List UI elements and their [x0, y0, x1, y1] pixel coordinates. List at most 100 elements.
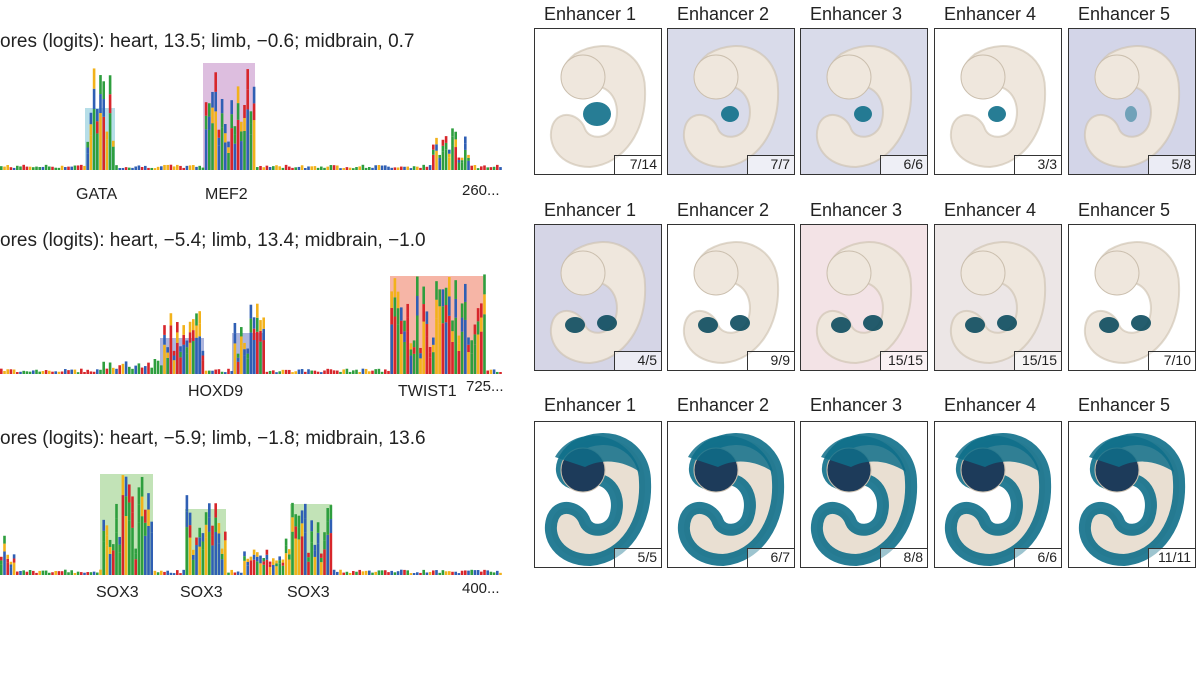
logo-letter-a	[179, 351, 182, 358]
logo-letter-c	[256, 556, 259, 562]
logo-letter-g	[6, 165, 9, 170]
logo-letter-g	[262, 317, 265, 329]
logo-letter-a	[249, 111, 253, 124]
logo-letter-g	[361, 571, 365, 575]
logo-letter-c	[169, 572, 173, 575]
reproducibility-count: 7/10	[1163, 352, 1191, 368]
logo-letter-c	[454, 571, 457, 575]
logo-letter-a	[99, 75, 102, 95]
logo-letter-t	[57, 571, 61, 575]
logo-letter-c	[102, 519, 105, 531]
logo-letter-a	[220, 127, 224, 170]
embryo-head	[560, 250, 606, 296]
logo-letter-a	[377, 368, 381, 374]
logo-letter-a	[57, 167, 61, 170]
logo-letter-a	[137, 522, 141, 575]
logo-letter-c	[220, 98, 224, 114]
logo-letter-a	[441, 570, 445, 575]
count-box	[880, 548, 927, 567]
logo-letter-c	[64, 167, 67, 170]
logo-letter-a	[22, 370, 25, 374]
logo-letter-t	[243, 104, 246, 118]
logo-letter-g	[422, 321, 425, 374]
logo-letter-c	[464, 319, 467, 374]
logo-letter-c	[297, 166, 301, 170]
logo-letter-t	[176, 570, 179, 575]
logo-letter-g	[9, 561, 13, 565]
logo-letter-t	[406, 303, 409, 318]
logo-letter-a	[22, 570, 25, 575]
logo-letter-a	[73, 165, 77, 170]
logo-letter-c	[201, 350, 205, 356]
logo-letter-c	[204, 129, 208, 170]
logo-letter-t	[179, 573, 182, 575]
logo-letter-t	[387, 572, 390, 575]
logo-letter-t	[291, 167, 294, 170]
logo-letter-a	[19, 166, 22, 170]
logo-letter-a	[236, 353, 240, 358]
logo-letter-g	[57, 371, 61, 374]
logo-letter-t	[192, 330, 195, 342]
logo-letter-a	[112, 146, 115, 153]
logo-letter-g	[262, 167, 265, 170]
logo-letter-a	[102, 541, 105, 575]
logo-letter-t	[457, 350, 461, 374]
logo-letter-a	[454, 280, 457, 299]
enhancer-header-1: Enhancer 1	[544, 395, 637, 415]
logo-letter-t	[448, 315, 451, 374]
logo-letter-g	[214, 111, 217, 170]
logo-letter-a	[310, 542, 313, 575]
embryo-drawing	[810, 433, 918, 567]
heart-stain	[583, 102, 611, 126]
logo-letter-t	[224, 531, 227, 541]
logo-letter-c	[12, 167, 16, 170]
logo-letter-t	[217, 129, 221, 138]
logo-letter-g	[272, 558, 275, 562]
logo-letter-c	[214, 531, 217, 575]
logo-letter-t	[499, 372, 502, 374]
logo-letter-t	[51, 371, 54, 374]
logo-letter-t	[460, 570, 464, 575]
logo-letter-a	[316, 167, 320, 170]
reproducibility-count: 15/15	[1021, 352, 1057, 368]
logo-letter-a	[220, 371, 224, 374]
logo-letter-g	[400, 334, 403, 374]
logo-letter-t	[419, 572, 422, 575]
logo-letter-t	[176, 322, 179, 333]
logo-letter-t	[489, 167, 493, 170]
logo-letter-g	[224, 540, 227, 549]
logo-letter-c	[243, 551, 246, 557]
embryo-image-midbrain-enhancer-4: 6/6	[934, 421, 1062, 568]
embryo-drawing	[682, 241, 780, 365]
embryo-image-midbrain-enhancer-5: 11/11	[1068, 421, 1196, 568]
logo-letter-a	[297, 515, 301, 528]
logo-letter-a	[25, 371, 29, 374]
logo-letter-c	[371, 167, 374, 170]
logo-letter-g	[435, 150, 438, 170]
logo-letter-c	[230, 100, 233, 115]
logo-letter-a	[185, 527, 189, 575]
enhancer-header-2: Enhancer 2	[677, 200, 770, 220]
logo-letter-g	[92, 68, 96, 89]
logo-letter-g	[480, 317, 483, 332]
logo-letter-g	[281, 369, 285, 374]
logo-letter-a	[86, 141, 89, 148]
logo-letter-a	[64, 569, 67, 575]
logo-letter-t	[387, 370, 390, 374]
logo-letter-t	[313, 370, 317, 374]
logo-letter-t	[268, 561, 272, 565]
logo-letter-c	[188, 512, 192, 526]
logo-letter-g	[233, 343, 237, 374]
logo-letter-g	[204, 370, 208, 374]
logo-letter-c	[259, 559, 262, 564]
logo-letter-c	[144, 165, 147, 170]
logo-letter-g	[60, 165, 64, 170]
logo-letter-a	[355, 571, 358, 575]
logo-letter-g	[73, 572, 77, 575]
logo-letter-c	[233, 333, 237, 344]
count-box	[614, 351, 661, 370]
logo-letter-c	[268, 166, 272, 170]
logo-letter-t	[432, 144, 435, 150]
logo-letter-a	[89, 572, 93, 575]
logo-letter-t	[480, 331, 483, 374]
